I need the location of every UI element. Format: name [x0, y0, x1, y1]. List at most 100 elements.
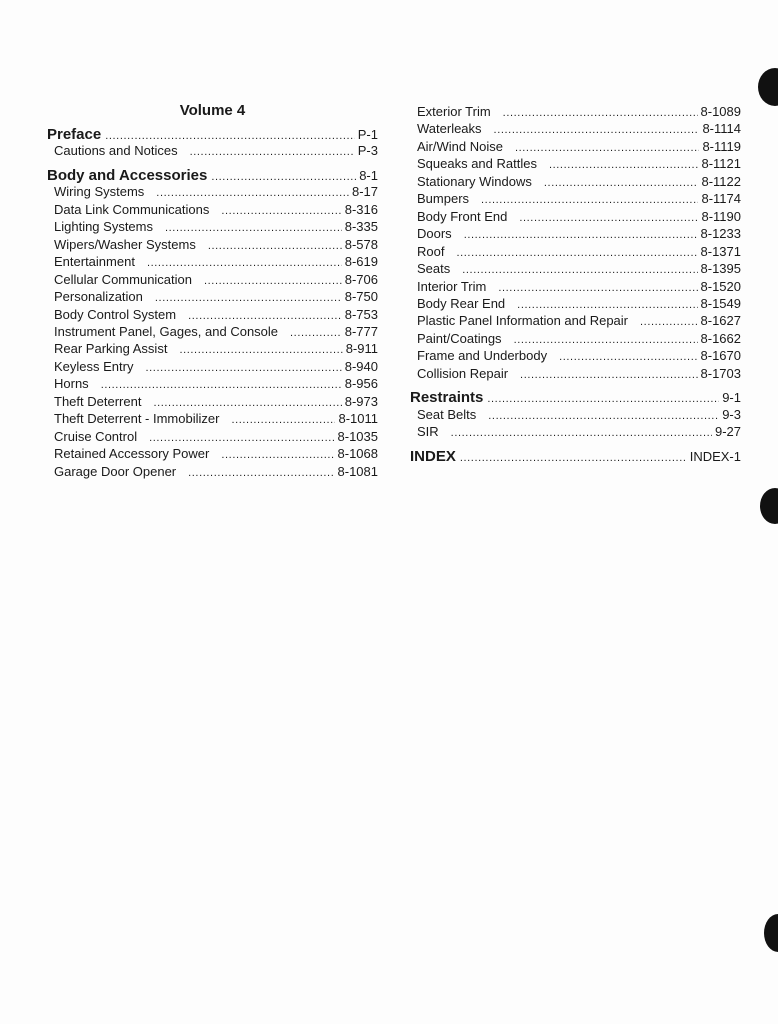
toc-entry-title: Exterior Trim [417, 104, 491, 119]
toc-entry-title: Entertainment [54, 254, 135, 270]
toc-entry-page: INDEX-1 [689, 448, 741, 464]
toc-entry-title: Waterleaks [417, 121, 482, 137]
toc-entry-title: SIR [417, 424, 439, 440]
dot-leader [494, 122, 700, 138]
dot-leader [105, 128, 355, 144]
toc-entry-page: 8-911 [345, 341, 378, 357]
toc-entry[interactable]: Preface P-1 [47, 127, 378, 144]
toc-entry-page: 8-1081 [337, 463, 378, 479]
toc-entry[interactable]: Stationary Windows 8-1122 [417, 174, 741, 191]
toc-entry[interactable]: Collision Repair 8-1703 [417, 366, 741, 383]
toc-entry-page: 8-753 [344, 306, 378, 322]
toc-entry[interactable]: Horns 8-956 [54, 376, 378, 393]
toc-entry-title: Theft Deterrent [54, 393, 142, 409]
toc-entry-page: 8-316 [344, 201, 378, 217]
toc-entry[interactable]: Frame and Underbody 8-1670 [417, 348, 741, 365]
toc-entry-title: Retained Accessory Power [54, 446, 210, 462]
toc-entry[interactable]: INDEX INDEX-1 [410, 447, 741, 466]
toc-entry[interactable]: Plastic Panel Information and Repair 8-16… [417, 313, 741, 330]
toc-entry[interactable]: Wiring Systems 8-17 [54, 184, 378, 201]
toc-entry[interactable]: Cautions and Notices P-3 [54, 143, 378, 160]
toc-entry[interactable]: Theft Deterrent - Immobilizer 8-1011 [54, 411, 378, 428]
toc-entry[interactable]: Seats 8-1395 [417, 261, 741, 278]
dot-leader [231, 412, 335, 428]
toc-entry-title: Instrument Panel, Gages, and Console [54, 323, 279, 339]
toc-entry-page: 8-1703 [700, 365, 741, 381]
toc-entry-page: 8-1395 [700, 261, 741, 277]
toc-entry-page: P-1 [357, 127, 378, 142]
dot-leader [147, 255, 342, 271]
dot-leader [464, 227, 698, 243]
toc-entry[interactable]: Body Control System 8-753 [54, 307, 378, 324]
toc-entry-title: INDEX [410, 447, 456, 465]
toc-entry-title: Seat Belts [417, 406, 477, 422]
toc-entry[interactable]: Instrument Panel, Gages, and Console 8-77… [54, 324, 378, 341]
toc-entry[interactable]: Paint/Coatings 8-1662 [417, 331, 741, 348]
toc-entry[interactable]: Restraints 9-1 [410, 390, 741, 407]
toc-entry-page: 8-1035 [337, 428, 378, 444]
punch-hole-mark [764, 914, 778, 952]
toc-entry-page: 8-17 [351, 184, 378, 200]
toc-entry-page: 8-1670 [700, 348, 741, 364]
toc-entry-title: Stationary Windows [417, 173, 532, 189]
toc-entry[interactable]: Bumpers 8-1174 [417, 191, 741, 208]
dot-leader [520, 367, 697, 383]
toc-entry[interactable]: Body Front End 8-1190 [417, 209, 741, 226]
toc-entry[interactable]: Personalization 8-750 [54, 289, 378, 306]
toc-entry[interactable]: Cruise Control 8-1035 [54, 429, 378, 446]
toc-entry-title: Restraints [410, 389, 484, 407]
toc-entry[interactable]: Body Rear End 8-1549 [417, 296, 741, 313]
dot-leader [188, 308, 342, 324]
toc-entry-title: Theft Deterrent - Immobilizer [54, 411, 220, 427]
toc-entry-title: Seats [417, 261, 451, 277]
dot-leader [451, 425, 712, 441]
toc-entry[interactable]: Doors 8-1233 [417, 226, 741, 243]
dot-leader [145, 360, 341, 376]
toc-entry-page: 8-1662 [700, 330, 741, 346]
toc-entry[interactable]: Air/Wind Noise 8-1119 [417, 139, 741, 156]
toc-entry-title: Interior Trim [417, 278, 487, 294]
dot-leader [514, 332, 698, 348]
toc-entry-page: 8-1114 [702, 121, 741, 137]
toc-entry-page: 8-1011 [338, 411, 378, 427]
toc-entry[interactable]: Theft Deterrent 8-973 [54, 394, 378, 411]
toc-entry-title: Air/Wind Noise [417, 138, 503, 154]
toc-entry-title: Body and Accessories [47, 166, 208, 184]
toc-entry[interactable]: Body and Accessories 8-1 [47, 166, 378, 185]
toc-entry[interactable]: Squeaks and Rattles 8-1121 [417, 156, 741, 173]
toc-entry-title: Data Link Communications [54, 201, 210, 217]
toc-entry[interactable]: Wipers/Washer Systems 8-578 [54, 237, 378, 254]
dot-leader [462, 262, 697, 278]
toc-entry-page: 8-956 [344, 376, 378, 392]
dot-leader [165, 220, 342, 236]
dot-leader [221, 447, 334, 463]
toc-entry[interactable]: Retained Accessory Power 8-1068 [54, 446, 378, 463]
dot-leader [211, 169, 356, 185]
toc-entry[interactable]: SIR 9-27 [417, 424, 741, 441]
toc-entry[interactable]: Rear Parking Assist 8-911 [54, 341, 378, 358]
dot-leader [544, 175, 699, 191]
toc-entry[interactable]: Seat Belts 9-3 [417, 407, 741, 424]
toc-entry[interactable]: Garage Door Opener 8-1081 [54, 464, 378, 481]
toc-entry[interactable]: Interior Trim 8-1520 [417, 279, 741, 296]
toc-entry-title: Paint/Coatings [417, 330, 502, 346]
toc-entry[interactable]: Keyless Entry 8-940 [54, 359, 378, 376]
toc-entry[interactable]: Entertainment 8-619 [54, 254, 378, 271]
toc-entry-title: Garage Door Opener [54, 463, 177, 479]
toc-entry[interactable]: Exterior Trim 8-1089 [417, 104, 741, 121]
toc-entry-title: Preface [47, 126, 102, 143]
toc-entry-page: 8-1 [359, 167, 378, 183]
toc-entry[interactable]: Lighting Systems 8-335 [54, 219, 378, 236]
dot-leader [188, 465, 334, 481]
toc-entry-title: Cruise Control [54, 428, 138, 444]
toc-entry-page: 8-1520 [700, 278, 741, 294]
toc-entry[interactable]: Roof 8-1371 [417, 244, 741, 261]
toc-entry-title: Doors [417, 226, 452, 242]
toc-entry[interactable]: Data Link Communications 8-316 [54, 202, 378, 219]
toc-entry[interactable]: Cellular Communication 8-706 [54, 272, 378, 289]
toc-entry-page: 8-1122 [701, 173, 741, 189]
dot-leader [481, 192, 698, 208]
punch-hole-mark [758, 68, 778, 106]
toc-entry[interactable]: Waterleaks 8-1114 [417, 121, 741, 138]
dot-leader [559, 349, 697, 365]
